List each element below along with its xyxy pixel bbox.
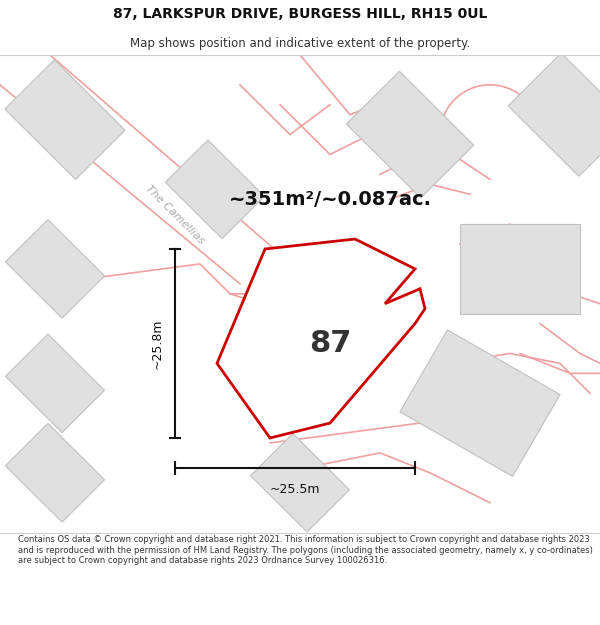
- Text: Contains OS data © Crown copyright and database right 2021. This information is : Contains OS data © Crown copyright and d…: [18, 535, 593, 565]
- Polygon shape: [233, 287, 357, 410]
- Polygon shape: [5, 60, 125, 179]
- Text: ~25.8m: ~25.8m: [151, 318, 163, 369]
- Polygon shape: [5, 424, 104, 522]
- Polygon shape: [166, 140, 265, 239]
- Text: ~351m²/~0.087ac.: ~351m²/~0.087ac.: [229, 190, 431, 209]
- Polygon shape: [217, 239, 425, 438]
- Text: ~25.5m: ~25.5m: [270, 483, 320, 496]
- Polygon shape: [400, 330, 560, 476]
- Text: 87: 87: [309, 329, 351, 358]
- Text: The Camellias: The Camellias: [144, 183, 206, 246]
- Polygon shape: [346, 71, 473, 198]
- Polygon shape: [5, 334, 104, 432]
- Polygon shape: [5, 219, 104, 318]
- Text: Map shows position and indicative extent of the property.: Map shows position and indicative extent…: [130, 38, 470, 51]
- Text: 87, LARKSPUR DRIVE, BURGESS HILL, RH15 0UL: 87, LARKSPUR DRIVE, BURGESS HILL, RH15 0…: [113, 7, 487, 21]
- Polygon shape: [508, 53, 600, 176]
- Polygon shape: [251, 434, 349, 532]
- Polygon shape: [460, 224, 580, 314]
